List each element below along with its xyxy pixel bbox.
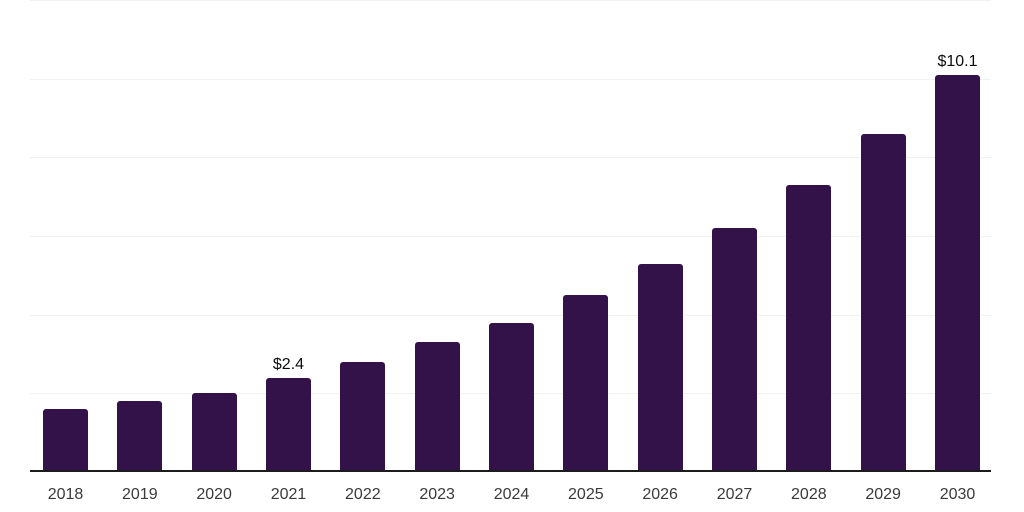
bar-2022	[340, 361, 386, 472]
x-tick-label-2028: 2028	[791, 486, 827, 503]
gridline	[30, 236, 991, 237]
bar-2024	[488, 322, 534, 472]
x-tick-label-2020: 2020	[196, 486, 232, 503]
bar-2020	[191, 393, 237, 472]
bar-2021	[265, 377, 311, 472]
x-tick-label-2021: 2021	[270, 486, 307, 503]
gridline	[30, 0, 991, 1]
x-tick-label-2029: 2029	[865, 486, 901, 503]
x-tick-label-2023: 2023	[419, 486, 455, 503]
x-tick-label-2026: 2026	[642, 486, 678, 503]
bar-2026	[637, 263, 683, 472]
x-axis: 2018 2019 2020 2021 2022 2023 2024 2025 2026 2027…	[30, 484, 991, 506]
x-tick-label-2025: 2025	[568, 486, 604, 503]
x-tick-label-2030: 2030	[939, 486, 976, 503]
plot-area: $2.4 $10.1	[30, 0, 991, 472]
bar-value-label: $2.4	[272, 355, 305, 373]
bar-2029	[860, 133, 906, 472]
x-tick-label-2018: 2018	[47, 486, 84, 503]
x-tick-label-2019: 2019	[122, 486, 158, 503]
bar-2025	[563, 295, 609, 472]
x-tick-label-2024: 2024	[493, 486, 530, 503]
gridline	[30, 314, 991, 316]
bar-2027	[711, 228, 757, 472]
x-axis-line	[30, 470, 991, 472]
bar-2030	[934, 74, 980, 472]
bar-2028	[786, 184, 832, 472]
x-tick-label-2022: 2022	[345, 486, 381, 503]
bar-2023	[414, 342, 460, 472]
x-tick-label-2027: 2027	[716, 486, 753, 503]
bar-2018	[43, 409, 88, 472]
gridline	[30, 78, 991, 80]
bar-value-label: $10.1	[937, 52, 978, 70]
gridline	[30, 157, 991, 159]
bar-2019	[117, 401, 163, 472]
